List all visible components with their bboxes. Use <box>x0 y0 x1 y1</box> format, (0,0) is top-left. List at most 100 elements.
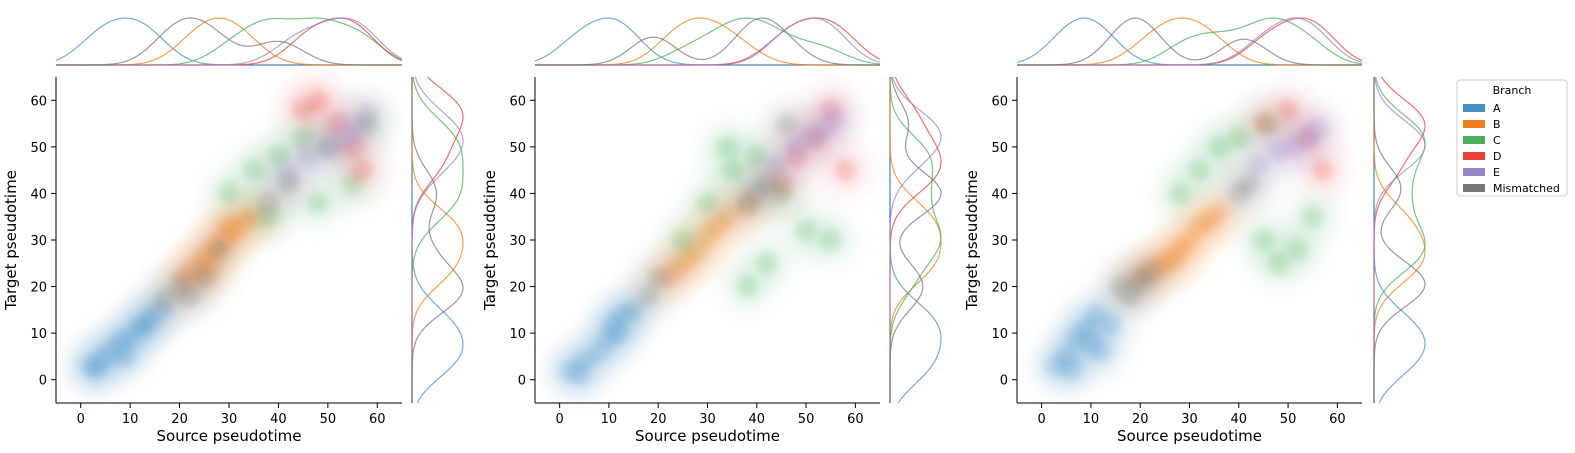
y-tick-label: 20 <box>991 281 1008 296</box>
density-core <box>824 107 847 130</box>
right-marginal-c <box>1373 76 1426 403</box>
y-tick-label: 60 <box>991 94 1008 109</box>
density-core <box>795 219 818 242</box>
density-core <box>356 103 379 126</box>
right-marginal-mismatched <box>889 76 942 403</box>
density-core <box>1277 98 1300 121</box>
top-marginal-a <box>55 17 402 66</box>
y-tick-label: 50 <box>30 141 47 156</box>
density-core <box>637 284 660 307</box>
top-marginal <box>1016 17 1363 66</box>
x-tick-label: 40 <box>270 412 287 427</box>
y-tick-label: 30 <box>30 234 47 249</box>
x-tick-label: 20 <box>1132 412 1149 427</box>
y-tick-label: 0 <box>518 374 526 389</box>
right-marginal-b <box>889 77 942 403</box>
legend-swatch <box>1463 136 1485 144</box>
top-marginal-c <box>56 17 403 66</box>
density-core <box>696 191 719 214</box>
right-marginal-e <box>889 76 942 403</box>
density-layer <box>66 76 392 395</box>
density-core <box>1286 238 1309 261</box>
density-core <box>277 173 300 196</box>
x-tick-label: 60 <box>369 412 386 427</box>
right-marginal-mismatched <box>1373 77 1426 403</box>
density-series-mismatched <box>140 160 313 325</box>
density-core <box>755 252 778 275</box>
density-core <box>297 145 320 168</box>
top-marginal-e <box>535 17 881 66</box>
density-core <box>1252 229 1275 251</box>
panel-2: 0 10 20 30 40 50 60 0 10 20 30 40 50 60 Source pseudot… <box>481 17 942 445</box>
density-core <box>1237 173 1260 196</box>
density-core <box>1084 303 1107 326</box>
x-tick-label: 0 <box>556 412 564 427</box>
y-tick-label: 40 <box>991 187 1008 202</box>
y-tick-label: 10 <box>509 327 526 342</box>
y-axis-label: Target pseudotime <box>481 170 499 311</box>
density-core <box>671 229 694 251</box>
x-tick-label: 40 <box>749 412 766 427</box>
density-series-a <box>1032 290 1135 395</box>
right-marginal-c <box>411 76 464 403</box>
density-core <box>819 229 842 251</box>
density-series-mismatched <box>1096 160 1273 320</box>
right-marginal-d <box>411 76 464 403</box>
right-marginal <box>889 76 942 404</box>
top-marginal <box>55 17 403 66</box>
right-marginal-e <box>1373 76 1426 403</box>
right-marginal <box>1373 76 1426 404</box>
x-tick-label: 60 <box>847 412 864 427</box>
density-core <box>1252 112 1275 135</box>
top-marginal-c <box>1017 17 1363 66</box>
density-core <box>1188 159 1211 182</box>
right-marginal-d <box>1373 76 1426 403</box>
x-tick-label: 10 <box>1083 412 1100 427</box>
density-core <box>178 284 201 307</box>
density-core <box>84 359 107 382</box>
density-series-e <box>752 94 860 190</box>
x-tick-label: 50 <box>1280 412 1297 427</box>
top-marginal-a <box>534 17 880 66</box>
legend-swatch <box>1463 104 1485 112</box>
x-tick-label: 30 <box>1181 412 1198 427</box>
density-core <box>607 322 630 345</box>
y-axis-label: Target pseudotime <box>2 170 20 311</box>
density-core <box>153 289 176 312</box>
density-core <box>721 159 744 182</box>
density-core <box>568 364 591 387</box>
density-core <box>1267 252 1290 275</box>
y-axis-label: Target pseudotime <box>963 170 981 311</box>
right-marginal-a <box>1373 77 1426 404</box>
x-tick-label: 0 <box>77 412 85 427</box>
density-core <box>114 345 137 368</box>
density-core <box>1089 340 1112 363</box>
y-tick-label: 0 <box>1000 374 1008 389</box>
legend-swatch <box>1463 152 1485 160</box>
right-marginal-b <box>1373 77 1426 403</box>
density-core <box>1060 359 1083 382</box>
y-tick-label: 50 <box>991 141 1008 156</box>
density-core <box>755 173 778 196</box>
x-tick-label: 10 <box>122 412 139 427</box>
top-marginal-d <box>56 17 403 66</box>
top-marginal-b <box>56 17 402 66</box>
x-tick-label: 10 <box>601 412 618 427</box>
legend-swatch <box>1463 120 1485 128</box>
density-core <box>208 238 231 261</box>
density-core <box>1168 182 1191 205</box>
legend-title: Branch <box>1493 84 1532 97</box>
density-layer <box>545 85 870 400</box>
legend-label: A <box>1493 102 1501 115</box>
x-axis-label: Source pseudotime <box>635 427 780 445</box>
y-tick-label: 10 <box>991 327 1008 342</box>
top-marginal-mismatched <box>56 17 402 66</box>
top-marginal-e <box>56 17 403 66</box>
x-tick-label: 40 <box>1231 412 1248 427</box>
density-core <box>1311 159 1334 182</box>
right-marginal-mismatched <box>411 77 464 403</box>
top-marginal-mismatched <box>535 17 880 66</box>
x-axis-label: Source pseudotime <box>157 427 302 445</box>
right-marginal-a <box>889 77 942 404</box>
